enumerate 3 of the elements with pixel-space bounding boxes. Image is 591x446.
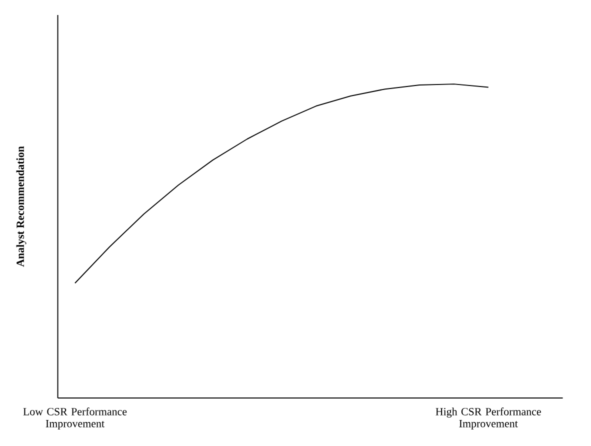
x-tick-label: High CSR Performance Improvement [436, 408, 541, 430]
y-axis-title: Analyst Recommendation [16, 146, 26, 267]
x-tick-label: Low CSR Performance Improvement [23, 408, 127, 430]
